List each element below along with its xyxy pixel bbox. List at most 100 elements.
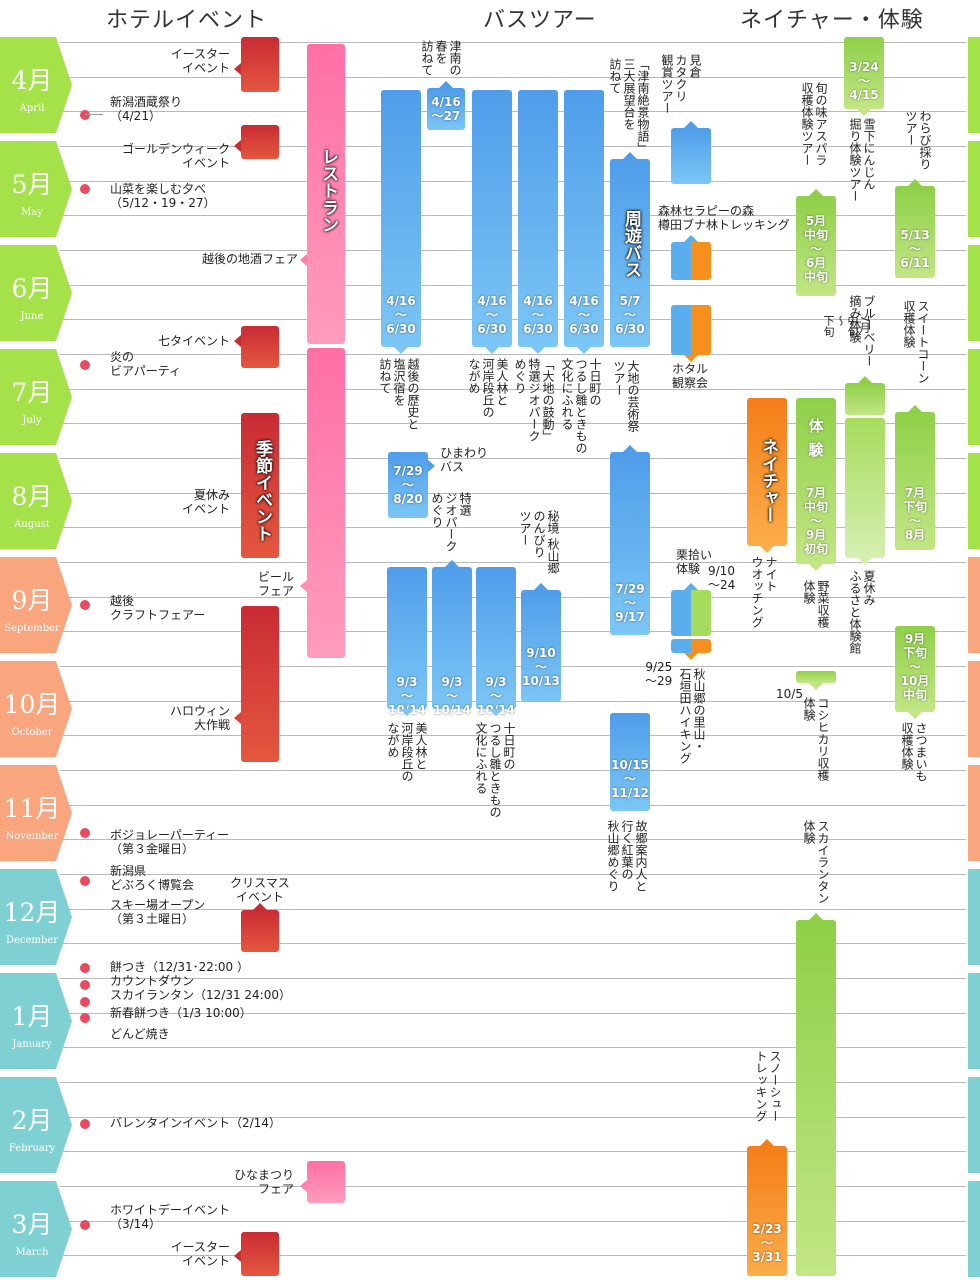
- kuri-bar: [671, 590, 711, 636]
- month-edge: [968, 141, 980, 237]
- month-edge: [968, 1077, 980, 1173]
- month-tab: 11月 November: [0, 765, 72, 861]
- hinamatsuri-bar: [307, 1161, 345, 1203]
- halloween-bar: [241, 606, 279, 762]
- bus1-spring-dates: 4/16 ～ 6/30: [386, 294, 416, 336]
- white-day-label: ホワイトデーイベント （3/14）: [110, 1203, 231, 1231]
- beer-party-label: 炎の ビアパーティ: [110, 350, 182, 378]
- imo-pointer: [908, 712, 922, 719]
- month-ja: 7月: [11, 378, 53, 407]
- month-tab: 5月 May: [0, 141, 72, 237]
- kuri-title: 栗拾い 体験: [676, 548, 713, 576]
- week-gridline: [60, 76, 966, 78]
- easter-pointer: [234, 63, 241, 75]
- blueberry-title: ブルーベリー 摘み体験: [848, 295, 876, 367]
- craft-dot: [80, 600, 90, 610]
- warabi-bar: [895, 186, 935, 278]
- week-gridline: [60, 492, 966, 494]
- autumn-leaves-bar: [610, 713, 650, 811]
- mochi-dot: [80, 963, 90, 973]
- katakuri-title: 見倉 カタクリ 観賞ツアー: [660, 54, 702, 114]
- week-gridline: [60, 180, 966, 182]
- tsunan-spring-title: 津南の 春を 訪ねて: [420, 40, 462, 76]
- month-ja: 5月: [11, 170, 53, 199]
- hotaru-bar: [671, 305, 711, 355]
- yasai-title: 野菜収穫 体験: [802, 580, 830, 628]
- halloween-label: ハロウィン 大作戦: [169, 704, 230, 732]
- easter2-pointer: [234, 1250, 241, 1262]
- sake-fest-dot: [80, 110, 90, 120]
- sake-fest-connector: [85, 101, 103, 115]
- snow-carrot-pointer: [857, 109, 871, 116]
- month-tab: 7月 July: [0, 349, 72, 445]
- bus4-spring-pointer: [577, 347, 591, 354]
- month-edge: [968, 1181, 980, 1277]
- autumn2-bar: [432, 567, 472, 709]
- month-en: December: [5, 935, 59, 946]
- beer-party-dot: [80, 360, 90, 370]
- month-tab: 2月 February: [0, 1077, 72, 1173]
- kuri-dates: 9/10 ～24: [708, 564, 736, 592]
- geo2-title: 特選 ジオパーク めぐり: [430, 492, 472, 552]
- daichi-title: 大地の芸術祭 ツアー: [612, 360, 640, 432]
- koshihikari-title: コシヒカリ収穫 体験: [802, 697, 830, 781]
- week-gridline: [60, 1047, 966, 1048]
- month-en: May: [21, 207, 43, 218]
- new-mochi-dot: [80, 1013, 90, 1023]
- autumn3-pointer: [489, 709, 503, 716]
- forest-bar: [671, 242, 711, 280]
- beaujolais-label: ボジョレーパーティー （第３金曜日）: [110, 828, 230, 856]
- month-en: June: [20, 311, 44, 322]
- daichi-bar: [610, 452, 650, 635]
- hinamatsuri-label: ひなまつり フェア: [233, 1168, 294, 1196]
- circ-bus-spring-bar: [610, 159, 650, 347]
- week-gridline: [60, 1012, 966, 1014]
- bus1-spring-title: 越後の歴史と 塩沢宿を 訪ねて: [378, 358, 420, 430]
- furusato-pointer: [858, 558, 872, 565]
- autumn1-pointer: [400, 709, 414, 716]
- koshihikari-bar: [796, 671, 836, 683]
- satoyama-bar: [671, 639, 711, 653]
- bus2-spring-dates: 4/16 ～ 6/30: [477, 294, 507, 336]
- week-gridline: [60, 978, 966, 979]
- taiken-bar: [796, 398, 836, 564]
- snow-carrot-title: 雪下にんじん 掘り体験ツアー: [848, 118, 876, 202]
- month-tab: 9月 September: [0, 557, 72, 653]
- mochi-label: 餅つき（12/31･22:00 ）: [110, 960, 249, 974]
- warabi-dates: 5/13 ～ 6/11: [900, 228, 930, 270]
- month-en: February: [8, 1143, 56, 1154]
- golden-week-pointer: [234, 140, 241, 152]
- week-gridline: [60, 1116, 966, 1118]
- month-edge: [968, 869, 980, 965]
- taiken-pointer: [809, 564, 823, 571]
- asparagus-dates: 5月 中旬 ～ 6月 中旬: [803, 214, 828, 284]
- snowshoe-bar: [747, 1146, 787, 1276]
- month-ja: 6月: [11, 274, 53, 303]
- tsunan-view-title: 「津南絶景物語」 三大展望台を 訪ねて: [608, 58, 650, 154]
- bus3-spring-bar: [518, 90, 558, 347]
- imo-title: さつまいも 収穫体験: [900, 722, 928, 782]
- week-gridline: [60, 1186, 966, 1187]
- forest-title: 森林セラピーの森 樽田ブナ林トレッキング: [658, 204, 790, 232]
- forest-pointer: [684, 235, 698, 242]
- month-tab: 8月 August: [0, 453, 72, 549]
- snowshoe-title: スノーシュー トレッキング: [754, 1050, 782, 1122]
- furusato-bar: [845, 418, 885, 558]
- taiken-label: 体 験: [808, 417, 824, 459]
- doburoku-label: 新潟県 どぶろく博覧会: [110, 864, 195, 892]
- tanabata-pointer: [234, 335, 241, 347]
- snowshoe-pointer: [760, 1139, 774, 1146]
- month-ja: 1月: [11, 1002, 53, 1031]
- imo-bar: [895, 626, 935, 712]
- month-edge: [968, 349, 980, 445]
- week-gridline: [60, 111, 966, 112]
- beer-fair-pointer: [300, 580, 307, 592]
- koshihikari-date: 10/5: [776, 687, 803, 701]
- week-gridline: [60, 458, 966, 459]
- daichi-dates: 7/29 ～ 9/17: [615, 582, 645, 624]
- month-tab: 6月 June: [0, 245, 72, 341]
- month-en: July: [22, 415, 42, 426]
- bus2-spring-pointer: [485, 347, 499, 354]
- katakuri-bar: [671, 128, 711, 184]
- satoyama-pointer: [684, 653, 698, 660]
